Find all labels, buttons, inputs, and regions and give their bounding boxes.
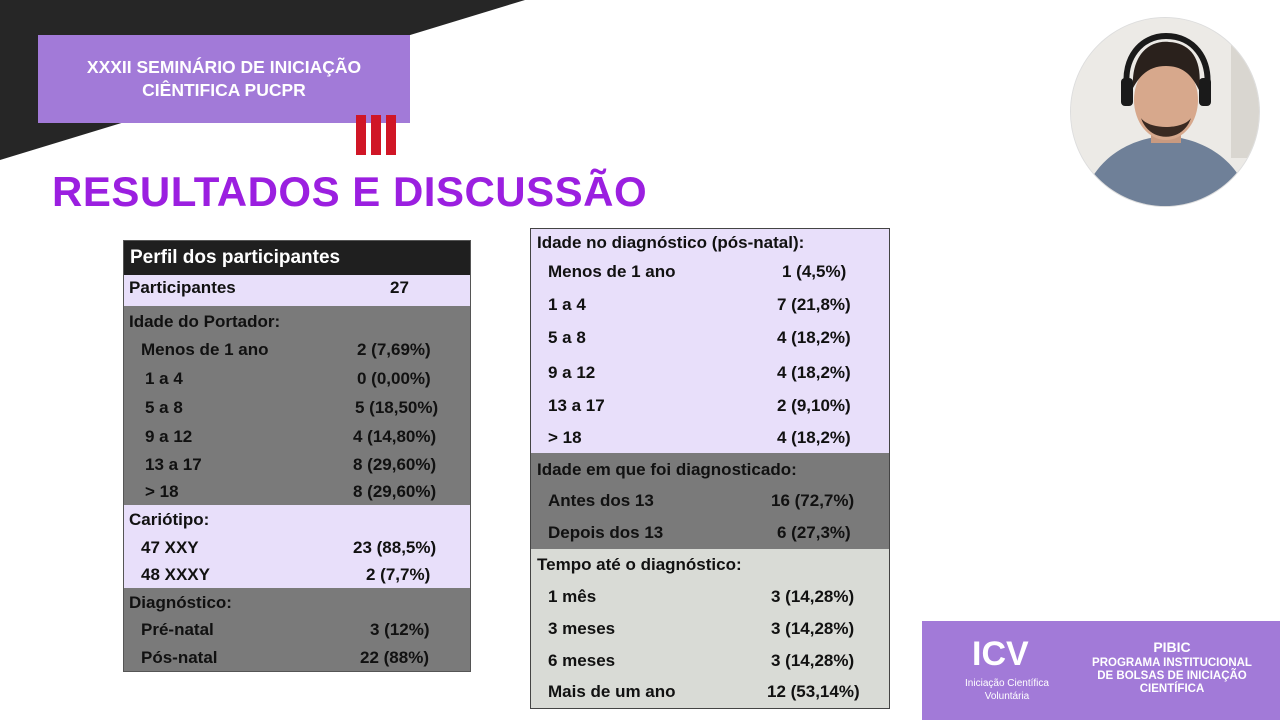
diagnosis-row-label: Pré-natal <box>141 620 214 639</box>
icv-logo-text: ICV <box>972 635 1029 673</box>
pibic-subtitle: PROGRAMA INSTITUCIONAL DE BOLSAS DE INIC… <box>1082 657 1262 696</box>
time-row-value: 12 (53,14%) <box>767 682 860 701</box>
diagnosis-band <box>124 588 470 671</box>
time-row-label: 6 meses <box>548 651 616 670</box>
age-band <box>124 306 470 505</box>
age-diag-row-value: 4 (18,2%) <box>777 328 851 347</box>
diagnosis-details-table: Idade no diagnóstico (pós-natal): Menos … <box>530 228 890 709</box>
age-diag-row-value: 4 (18,2%) <box>777 428 851 447</box>
participants-profile-table: Perfil dos participantes Participantes 2… <box>123 240 471 672</box>
participants-band <box>124 275 470 306</box>
age-row-value: 4 (14,80%) <box>353 427 437 446</box>
time-section-label: Tempo até o diagnóstico: <box>537 555 742 574</box>
slide-title: RESULTADOS E DISCUSSÃO <box>52 168 648 215</box>
karyotype-band <box>124 505 470 588</box>
presenter-avatar-icon <box>1071 18 1259 206</box>
diagnosed-section-label: Idade em que foi diagnosticado: <box>537 460 797 479</box>
icv-subtitle: Iniciação Científica Voluntária <box>942 677 1072 703</box>
pibic-subtitle-line-2: DE BOLSAS DE INICIAÇÃO <box>1097 670 1247 682</box>
time-band <box>531 549 889 708</box>
diagnosis-row-value: 3 (12%) <box>370 620 430 639</box>
presenter-webcam <box>1071 18 1259 206</box>
karyotype-row-value: 2 (7,7%) <box>366 565 431 584</box>
age-row-label: 13 a 17 <box>145 455 202 474</box>
diagnosed-row-value: 6 (27,3%) <box>777 523 851 542</box>
age-section-label: Idade do Portador: <box>129 312 281 331</box>
time-row-value: 3 (14,28%) <box>771 619 855 638</box>
age-diag-row-label: 1 a 4 <box>548 295 586 314</box>
karyotype-row-label: 48 XXXY <box>141 565 210 584</box>
diagnosed-row-label: Antes dos 13 <box>548 491 654 510</box>
banner-line-1: XXXII SEMINÁRIO DE INICIAÇÃO <box>86 57 362 77</box>
pibic-subtitle-line-1: PROGRAMA INSTITUCIONAL <box>1092 657 1252 669</box>
age-row-label: 9 a 12 <box>145 427 193 446</box>
age-diag-row-value: 2 (9,10%) <box>777 396 851 415</box>
diagnosis-section-label: Diagnóstico: <box>129 593 232 612</box>
age-row-value: 8 (29,60%) <box>353 482 437 501</box>
age-row-value: 8 (29,60%) <box>353 455 437 474</box>
table-header: Perfil dos participantes <box>124 241 470 275</box>
age-diag-row-label: > 18 <box>548 428 582 447</box>
karyotype-section-label: Cariótipo: <box>129 510 210 529</box>
age-diag-row-value: 1 (4,5%) <box>782 262 847 281</box>
age-row-value: 0 (0,00%) <box>357 369 431 388</box>
icv-subtitle-line-2: Voluntária <box>984 691 1030 702</box>
diagnosis-row-value: 22 (88%) <box>360 648 429 667</box>
age-diag-row-label: Menos de 1 ano <box>548 262 676 281</box>
program-footer: ICV Iniciação Científica Voluntária PIBI… <box>922 621 1280 720</box>
karyotype-row-value: 23 (88,5%) <box>353 538 437 557</box>
diagnosed-row-value: 16 (72,7%) <box>771 491 855 510</box>
age-row-value: 5 (18,50%) <box>355 398 439 417</box>
pibic-logo-text: PIBIC <box>1153 639 1191 655</box>
time-row-label: 3 meses <box>548 619 616 638</box>
time-row-label: Mais de um ano <box>548 682 676 701</box>
age-row-label: 5 a 8 <box>145 398 183 417</box>
age-row-label: 1 a 4 <box>145 369 183 388</box>
red-bars-decoration <box>356 115 396 155</box>
participants-label: Participantes <box>129 278 236 297</box>
diagnosed-band <box>531 453 889 549</box>
pibic-subtitle-line-3: CIENTÍFICA <box>1139 683 1205 695</box>
time-row-value: 3 (14,28%) <box>771 587 855 606</box>
age-diag-row-label: 5 a 8 <box>548 328 586 347</box>
time-row-value: 3 (14,28%) <box>771 651 855 670</box>
age-diag-row-label: 9 a 12 <box>548 363 596 382</box>
age-diag-row-label: 13 a 17 <box>548 396 605 415</box>
banner-line-2: CIÊNTIFICA PUCPR <box>142 80 306 100</box>
age-row-label: > 18 <box>145 482 179 501</box>
seminar-banner: XXXII SEMINÁRIO DE INICIAÇÃO CIÊNTIFICA … <box>38 35 410 123</box>
karyotype-row-label: 47 XXY <box>141 538 199 557</box>
age-diag-row-value: 4 (18,2%) <box>777 363 851 382</box>
diagnosis-row-label: Pós-natal <box>141 648 218 667</box>
icv-subtitle-line-1: Iniciação Científica <box>965 678 1049 689</box>
age-diagnosis-section-label: Idade no diagnóstico (pós-natal): <box>537 233 805 252</box>
age-diag-row-value: 7 (21,8%) <box>777 295 851 314</box>
age-diagnosis-band <box>531 229 889 453</box>
diagnosed-row-label: Depois dos 13 <box>548 523 664 542</box>
age-row-value: 2 (7,69%) <box>357 340 431 359</box>
age-row-label: Menos de 1 ano <box>141 340 269 359</box>
participants-value: 27 <box>390 278 409 297</box>
time-row-label: 1 mês <box>548 587 597 606</box>
